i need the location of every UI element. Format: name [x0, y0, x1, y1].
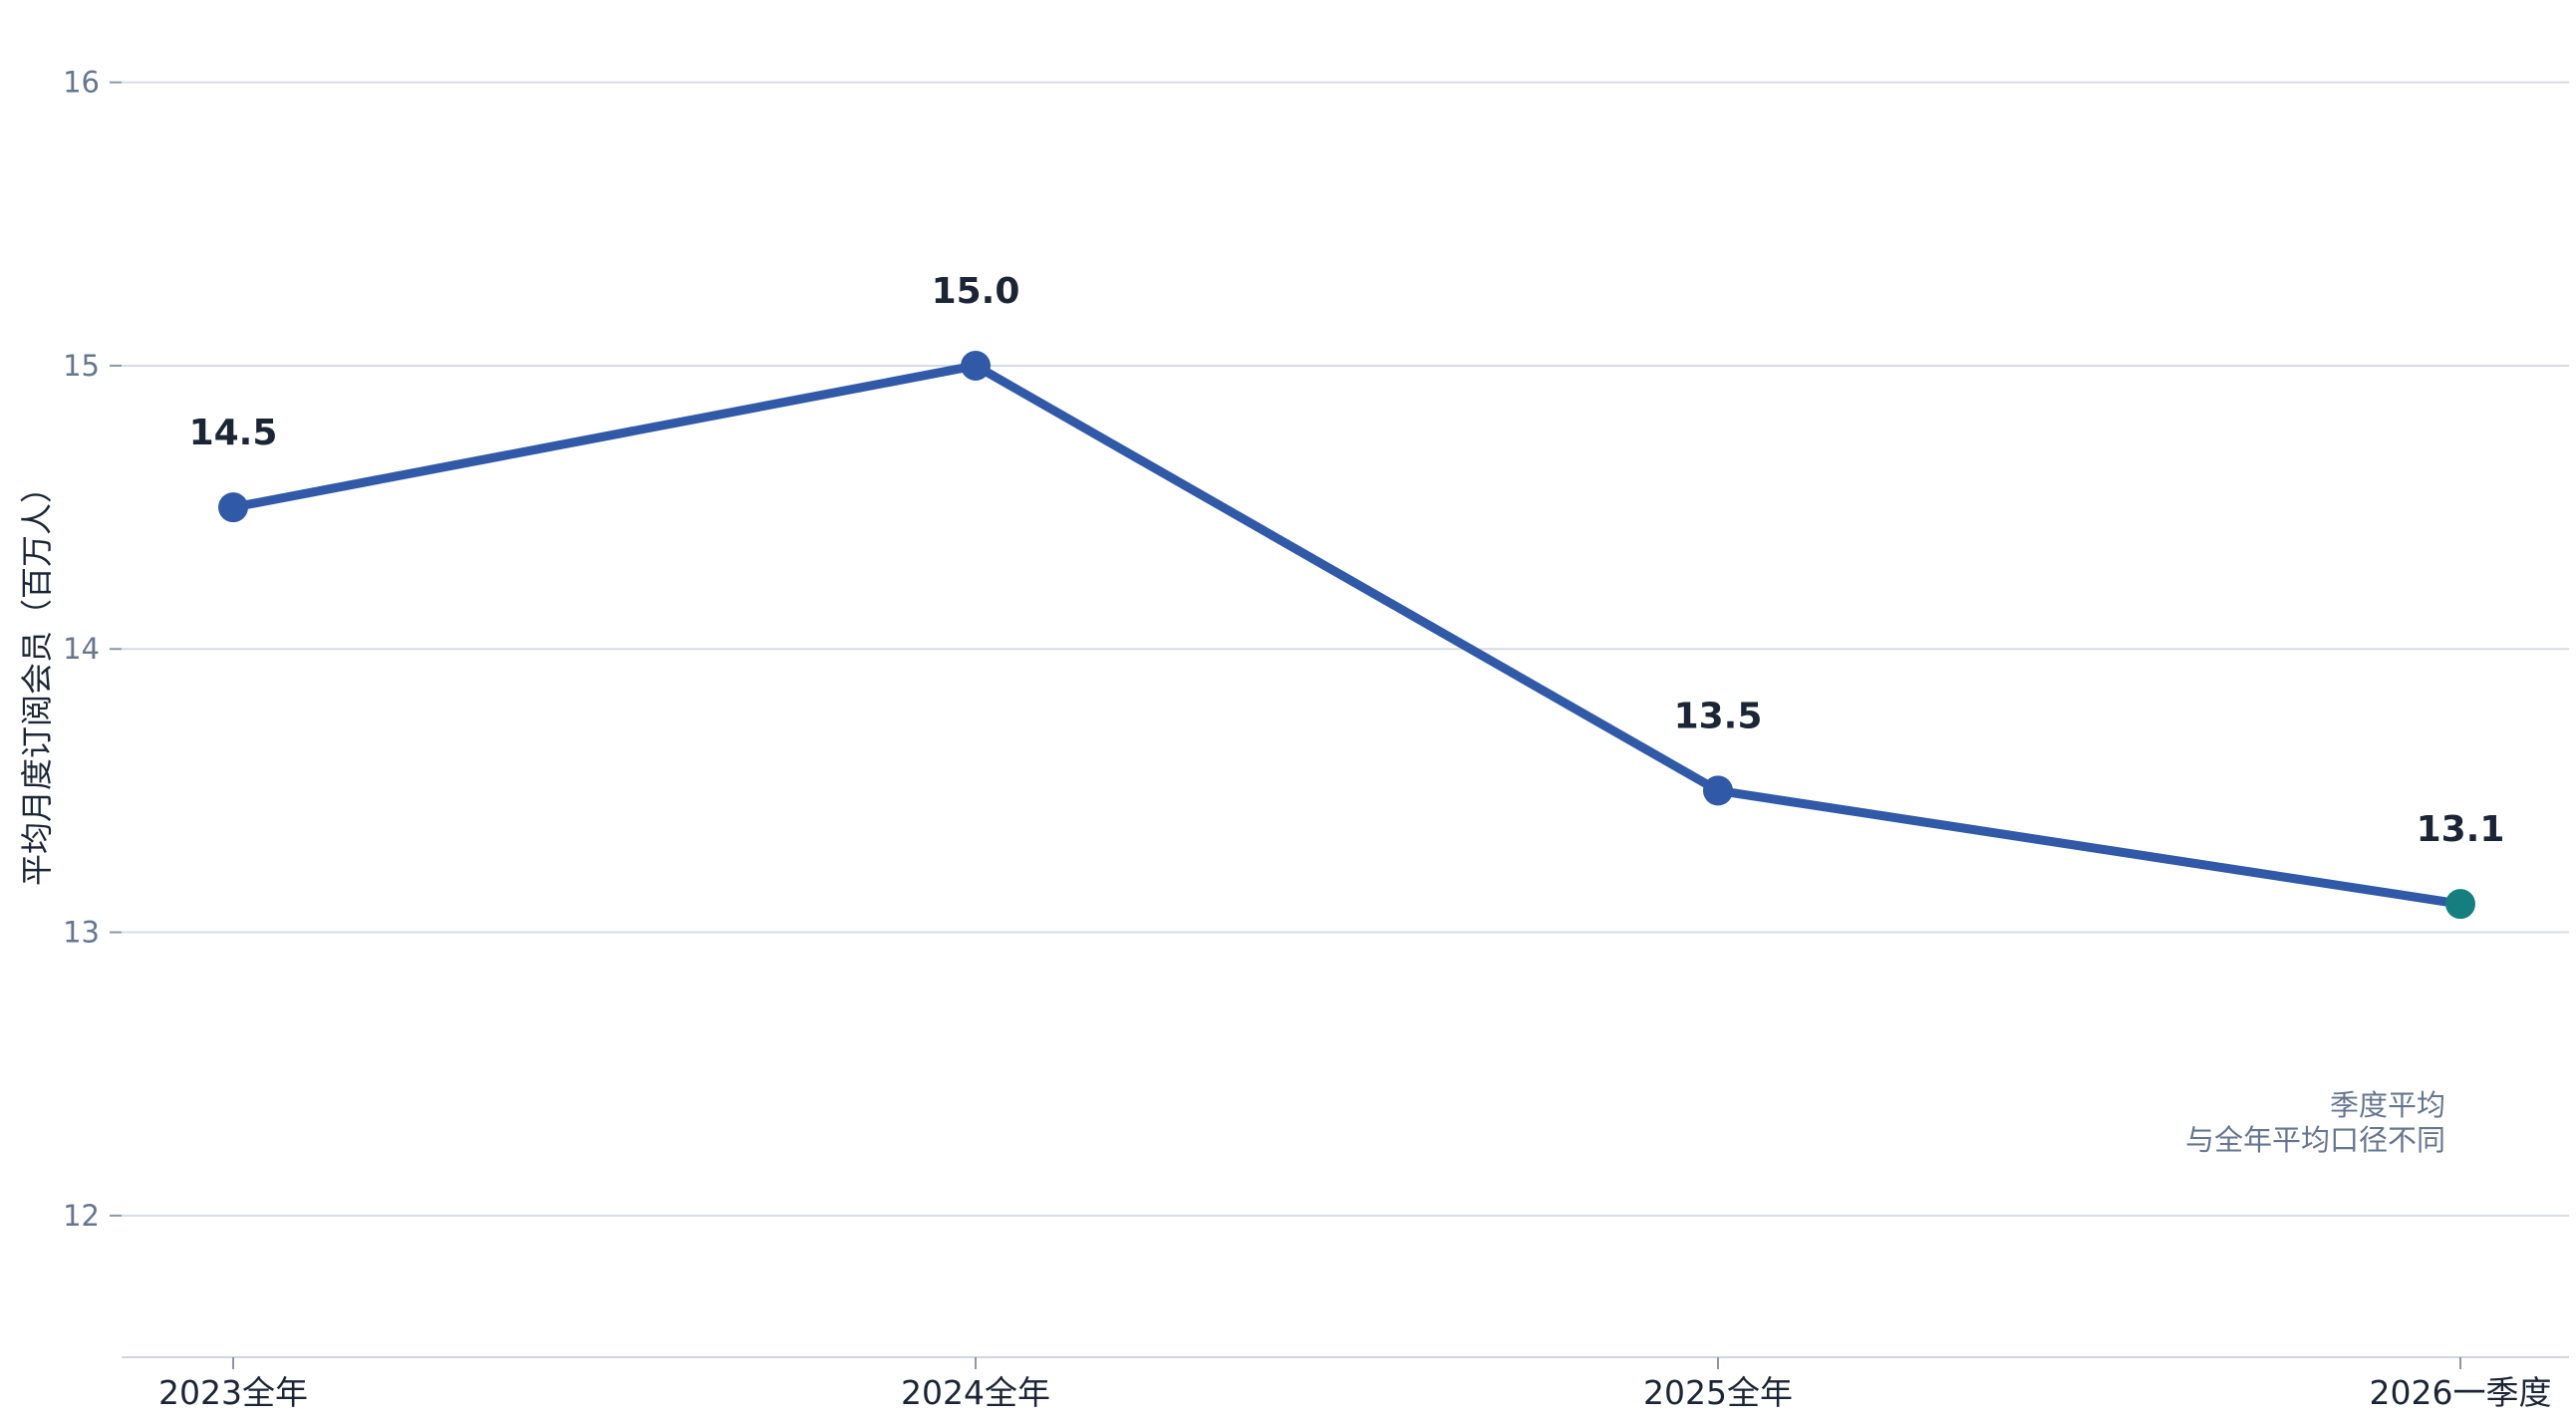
y-tick-label: 13: [63, 916, 100, 950]
data-point: [961, 350, 991, 381]
x-tick-label: 2025全年: [1643, 1373, 1793, 1412]
y-tick-label: 16: [63, 66, 100, 100]
data-label: 15.0: [932, 271, 1020, 312]
x-tick-label: 2024全年: [901, 1373, 1050, 1412]
data-point: [218, 492, 248, 523]
data-labels: 14.5 15.0 13.5 13.1: [189, 271, 2505, 850]
x-tick-label: 2026一季度: [2370, 1373, 2552, 1412]
data-label: 13.5: [1674, 696, 1763, 736]
y-axis-title: 平均月度订阅会员（百万人）: [18, 471, 56, 886]
data-point: [1703, 775, 1733, 806]
gridlines: [122, 81, 2569, 1217]
data-points: [218, 350, 2475, 920]
series-line: [228, 361, 2465, 909]
data-label: 14.5: [189, 413, 278, 453]
y-tick-label: 14: [63, 632, 100, 666]
data-label: 13.1: [2417, 809, 2505, 850]
x-axis: 2023全年 2024全年 2025全年 2026一季度: [122, 1356, 2569, 1412]
y-axis: 12 13 14 15 16: [63, 66, 122, 1233]
series-line-group: [228, 361, 2465, 909]
x-tick-label: 2023全年: [158, 1373, 308, 1412]
y-tick-label: 12: [63, 1199, 100, 1233]
y-tick-label: 15: [63, 349, 100, 383]
annotation-line: 与全年平均口径不同: [2185, 1123, 2445, 1157]
data-point: [2445, 889, 2475, 920]
annotation-line: 季度平均: [2330, 1088, 2445, 1122]
